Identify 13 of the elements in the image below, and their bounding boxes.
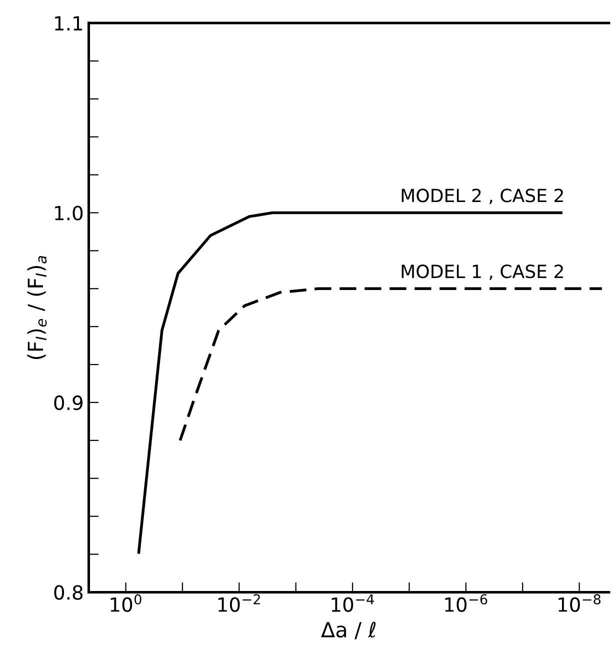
- y-tick-label: 0.8: [54, 585, 83, 600]
- x-tick-label: 10$^{0}$: [110, 594, 142, 612]
- x-tick-label: 10$^{−2}$: [218, 594, 260, 612]
- x-tick-label: 10$^{−4}$: [332, 594, 374, 612]
- series-label: MODEL 2 , CASE 2: [402, 188, 563, 204]
- x-tick-label: 10$^{−6}$: [445, 594, 488, 612]
- x-tick-label: 10$^{−8}$: [558, 594, 601, 612]
- y-axis-title: (F$_{I}$)$_{e}$ / (F$_{I}$)$_{a}$: [27, 256, 47, 360]
- y-tick-label: 0.9: [54, 395, 83, 410]
- series-label: MODEL 1 , CASE 2: [402, 264, 563, 280]
- x-axis-title: Δa / ℓ: [321, 622, 376, 640]
- y-tick-label: 1.0: [55, 206, 83, 220]
- y-tick-label: 1.1: [55, 16, 82, 30]
